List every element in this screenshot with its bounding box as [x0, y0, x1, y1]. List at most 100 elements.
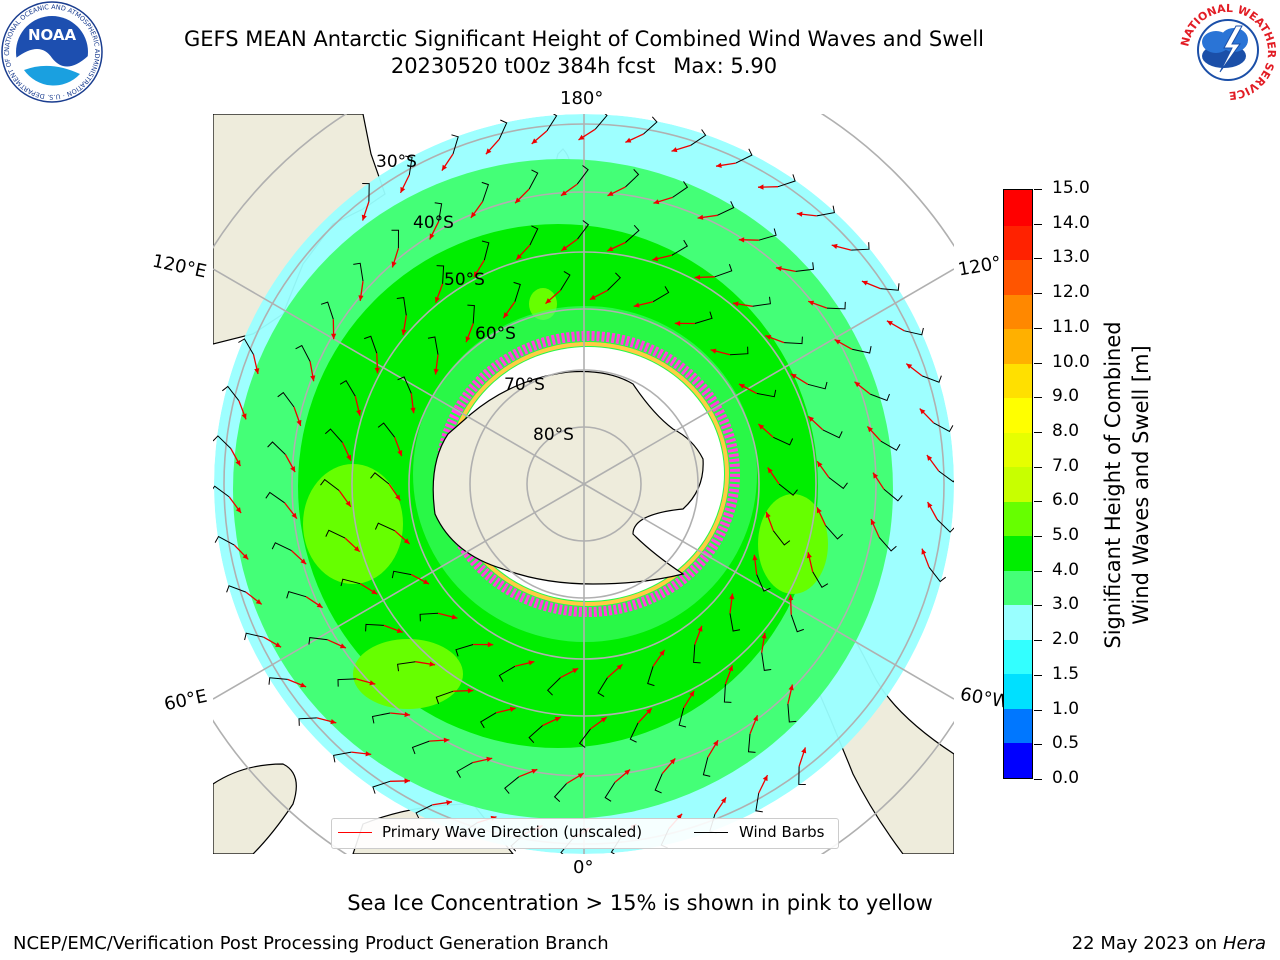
wave-arrow-head [451, 614, 458, 620]
colorbar-tick [1034, 779, 1042, 780]
wind-barb [652, 286, 670, 303]
wave-arrow-head [310, 375, 316, 382]
wave-arrow-head [616, 664, 623, 670]
wind-barb [828, 477, 848, 490]
colorbar-segment [1004, 742, 1032, 778]
wind-barb [756, 389, 777, 398]
wave-arrow-head [790, 373, 797, 379]
wind-barb [377, 422, 396, 438]
wave-arrow-head [403, 538, 410, 544]
wave-arrow-head [834, 339, 841, 345]
wave-arrow-head [689, 690, 695, 697]
wave-arrow-head [625, 137, 632, 143]
wind-barb [752, 296, 771, 307]
wind-barb [481, 181, 490, 202]
colorbar [1003, 189, 1033, 779]
wave-arrow-head [921, 548, 927, 555]
wind-barb [339, 380, 356, 397]
nws-logo: NATIONAL WEATHER SERVICE [1178, 2, 1278, 102]
colorbar-tick-label: 11.0 [1052, 316, 1090, 337]
wave-arrow-head [697, 214, 704, 220]
wave-arrow-head [528, 660, 535, 666]
wind-barb [371, 712, 391, 724]
wind-barb [594, 114, 608, 130]
wave-arrow-head [470, 211, 477, 218]
wind-barb [481, 240, 490, 261]
wave-arrow-head [624, 769, 631, 775]
wave-arrow-head [404, 778, 410, 784]
wave-arrow-head [765, 335, 772, 340]
lon-label-120e: 120°E [150, 250, 209, 283]
wind-barb [244, 632, 264, 641]
wind-barb [607, 272, 622, 291]
colorbar-tick-label: 7.0 [1052, 455, 1080, 476]
colorbar-tick [1034, 674, 1042, 676]
wave-arrow-head [607, 246, 614, 251]
wave-arrow-head [242, 553, 249, 560]
wave-arrow-head [873, 472, 879, 479]
wind-barb [773, 436, 794, 446]
wind-barb [577, 220, 590, 240]
wind-barb [435, 690, 454, 704]
wave-arrow-head [578, 134, 585, 140]
wind-barb [436, 265, 445, 284]
lon-label-180: 180° [560, 88, 604, 109]
lat-label-80s: 80°S [533, 425, 574, 445]
colorbar-segment [1004, 328, 1032, 364]
wind-barb [784, 336, 803, 345]
wind-barb [434, 202, 443, 222]
wind-barb [816, 205, 835, 217]
wave-arrows [213, 114, 954, 854]
wave-arrow-head [486, 756, 493, 762]
colorbar-tick-label: 1.0 [1052, 698, 1080, 719]
wave-arrow-head [713, 740, 719, 747]
wind-barb [320, 478, 340, 491]
wind-barb [498, 665, 516, 682]
wave-arrow-head [646, 708, 652, 714]
wave-arrow-head [854, 381, 861, 388]
noaa-logo: NATIONAL OCEANIC AND ATMOSPHERIC ADMINIS… [0, 0, 103, 103]
wind-barb [693, 644, 701, 664]
wave-arrow-head [516, 254, 522, 260]
wave-arrow-head [589, 294, 596, 300]
colorbar-segment [1004, 224, 1032, 261]
wind-barb [528, 169, 539, 190]
lat-label-70s: 70°S [504, 375, 545, 395]
wind-barb [333, 751, 352, 763]
colorbar-tick-label: 0.0 [1052, 768, 1080, 788]
map-subtitle: 20230520 t00z 384h fcst Max: 5.90 [0, 54, 1168, 78]
wave-arrow-head [762, 775, 768, 782]
wave-arrow-head [429, 233, 435, 240]
wind-barb [238, 338, 254, 355]
max-value: Max: 5.90 [673, 54, 778, 78]
wave-arrow-head [674, 320, 681, 327]
wind-barb [723, 684, 732, 703]
wave-arrow-head [300, 558, 307, 565]
colorbar-tick-label: 9.0 [1052, 386, 1080, 407]
sea-ice-note: Sea Ice Concentration > 15% is shown in … [347, 891, 933, 915]
wave-arrow-head [410, 407, 416, 414]
run-info: 20230520 t00z 384h fcst [390, 54, 656, 78]
wave-arrow-head [732, 301, 739, 307]
wind-barb [870, 393, 890, 402]
colorbar-segment [1004, 363, 1032, 399]
wind-barb [560, 270, 571, 291]
wave-arrow-head [331, 333, 337, 340]
wave-arrow-head [906, 363, 913, 369]
wind-barb [714, 264, 733, 278]
wave-arrow-head [716, 162, 722, 168]
wave-arrow-head [397, 450, 403, 457]
map-legend: Primary Wave Direction (unscaled) Wind B… [331, 818, 839, 849]
wind-barb [320, 301, 334, 320]
wave-arrow-head [694, 274, 701, 280]
wave-arrow-head [577, 773, 584, 779]
wave-arrow-head [752, 554, 758, 561]
wave-arrow-head [395, 494, 401, 501]
wind-barb [647, 666, 655, 687]
colorbar-tick [1034, 536, 1042, 538]
colorbar-segment [1004, 535, 1032, 571]
wind-barb [921, 375, 942, 383]
footer-date: 22 May 2023 on Hera [1072, 933, 1266, 954]
wave-arrow-head [369, 680, 376, 686]
wind-barb [825, 525, 844, 540]
